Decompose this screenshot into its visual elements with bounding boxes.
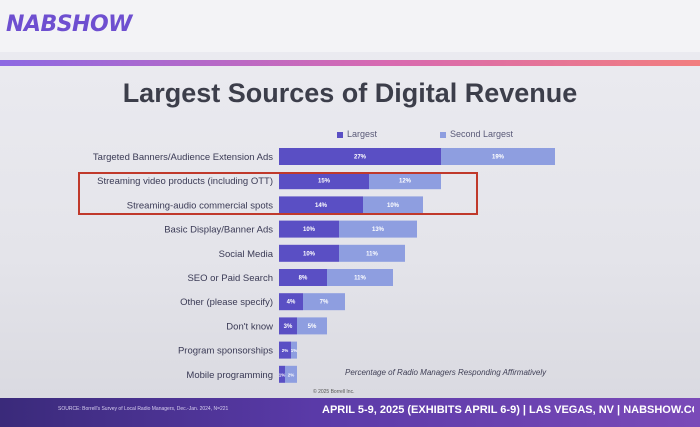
legend-largest-label: Largest — [347, 129, 378, 139]
gradient-divider — [0, 60, 700, 66]
bar-second-largest — [303, 293, 345, 311]
bar-second-value: 12% — [399, 179, 412, 185]
bar-second-value: 1% — [291, 348, 298, 353]
bar-largest — [279, 220, 339, 238]
bar-second-largest — [339, 220, 417, 238]
legend-largest-swatch — [337, 131, 343, 138]
bar-second-largest — [291, 341, 297, 359]
bar-second-largest — [441, 148, 555, 165]
bar-largest — [279, 196, 363, 214]
category-label: Basic Display/Banner Ads — [164, 225, 273, 236]
legend-second-largest: Second Largest — [440, 129, 513, 139]
category-label: Streaming-audio commercial spots — [127, 200, 274, 211]
legend-largest: Largest — [337, 129, 377, 139]
bar-largest-value: 10% — [303, 227, 316, 233]
bar-largest-value: 3% — [284, 324, 293, 330]
bar-second-largest — [369, 172, 441, 190]
category-label: Program sponsorships — [178, 346, 273, 357]
source-note: SOURCE: Borrell's Survey of Local Radio … — [58, 406, 229, 412]
category-label: Don't know — [226, 321, 273, 332]
bar-second-largest — [327, 269, 393, 286]
bar-largest-value: 14% — [315, 203, 328, 209]
bar-largest-value: 4% — [287, 300, 296, 306]
category-label: Other (please specify) — [180, 297, 273, 308]
nabshow-logo: NABSHOW — [6, 12, 132, 37]
legend-second-swatch — [440, 131, 446, 138]
bar-largest-value: 1% — [279, 372, 286, 377]
bar-largest-value: 10% — [303, 251, 316, 257]
category-label: Streaming video products (including OTT) — [97, 176, 273, 187]
bar-second-value: 2% — [288, 372, 295, 377]
bar-second-value: 7% — [320, 300, 329, 306]
bar-largest — [279, 244, 339, 262]
bar-largest-value: 15% — [318, 179, 331, 185]
footer-bar — [0, 398, 700, 427]
bar-second-largest — [297, 317, 327, 335]
bar-largest — [279, 269, 327, 286]
bar-second-value: 11% — [366, 251, 378, 257]
bar-largest — [279, 172, 369, 190]
bar-largest — [279, 317, 297, 335]
header-bar — [0, 0, 700, 52]
bar-second-value: 19% — [492, 155, 505, 161]
copyright-note: © 2025 Borrell Inc. — [313, 389, 355, 395]
bar-second-value: 13% — [372, 227, 385, 233]
bar-second-largest — [363, 196, 423, 214]
bar-largest — [279, 148, 441, 165]
bar-second-largest — [339, 244, 405, 262]
bar-second-value: 5% — [308, 324, 317, 330]
streaming-highlight-box — [78, 172, 478, 215]
event-banner: APRIL 5-9, 2025 (EXHIBITS APRIL 6-9) | L… — [322, 404, 694, 416]
chart-footnote: Percentage of Radio Managers Responding … — [345, 368, 547, 377]
bar-second-largest — [285, 365, 297, 383]
category-label: Targeted Banners/Audience Extension Ads — [93, 152, 273, 163]
bar-second-value: 11% — [354, 276, 366, 282]
category-label: Mobile programming — [186, 370, 273, 381]
bar-largest — [279, 341, 291, 359]
bar-largest-value: 8% — [299, 276, 308, 282]
bar-second-value: 10% — [387, 203, 400, 209]
bar-largest — [279, 293, 303, 311]
legend-second-label: Second Largest — [450, 129, 514, 139]
chart-title: Largest Sources of Digital Revenue — [122, 78, 578, 108]
bar-largest-value: 27% — [354, 155, 367, 161]
bar-largest-value: 2% — [282, 348, 289, 353]
bar-largest — [279, 365, 285, 383]
category-label: Social Media — [219, 249, 274, 260]
category-label: SEO or Paid Search — [187, 273, 273, 284]
